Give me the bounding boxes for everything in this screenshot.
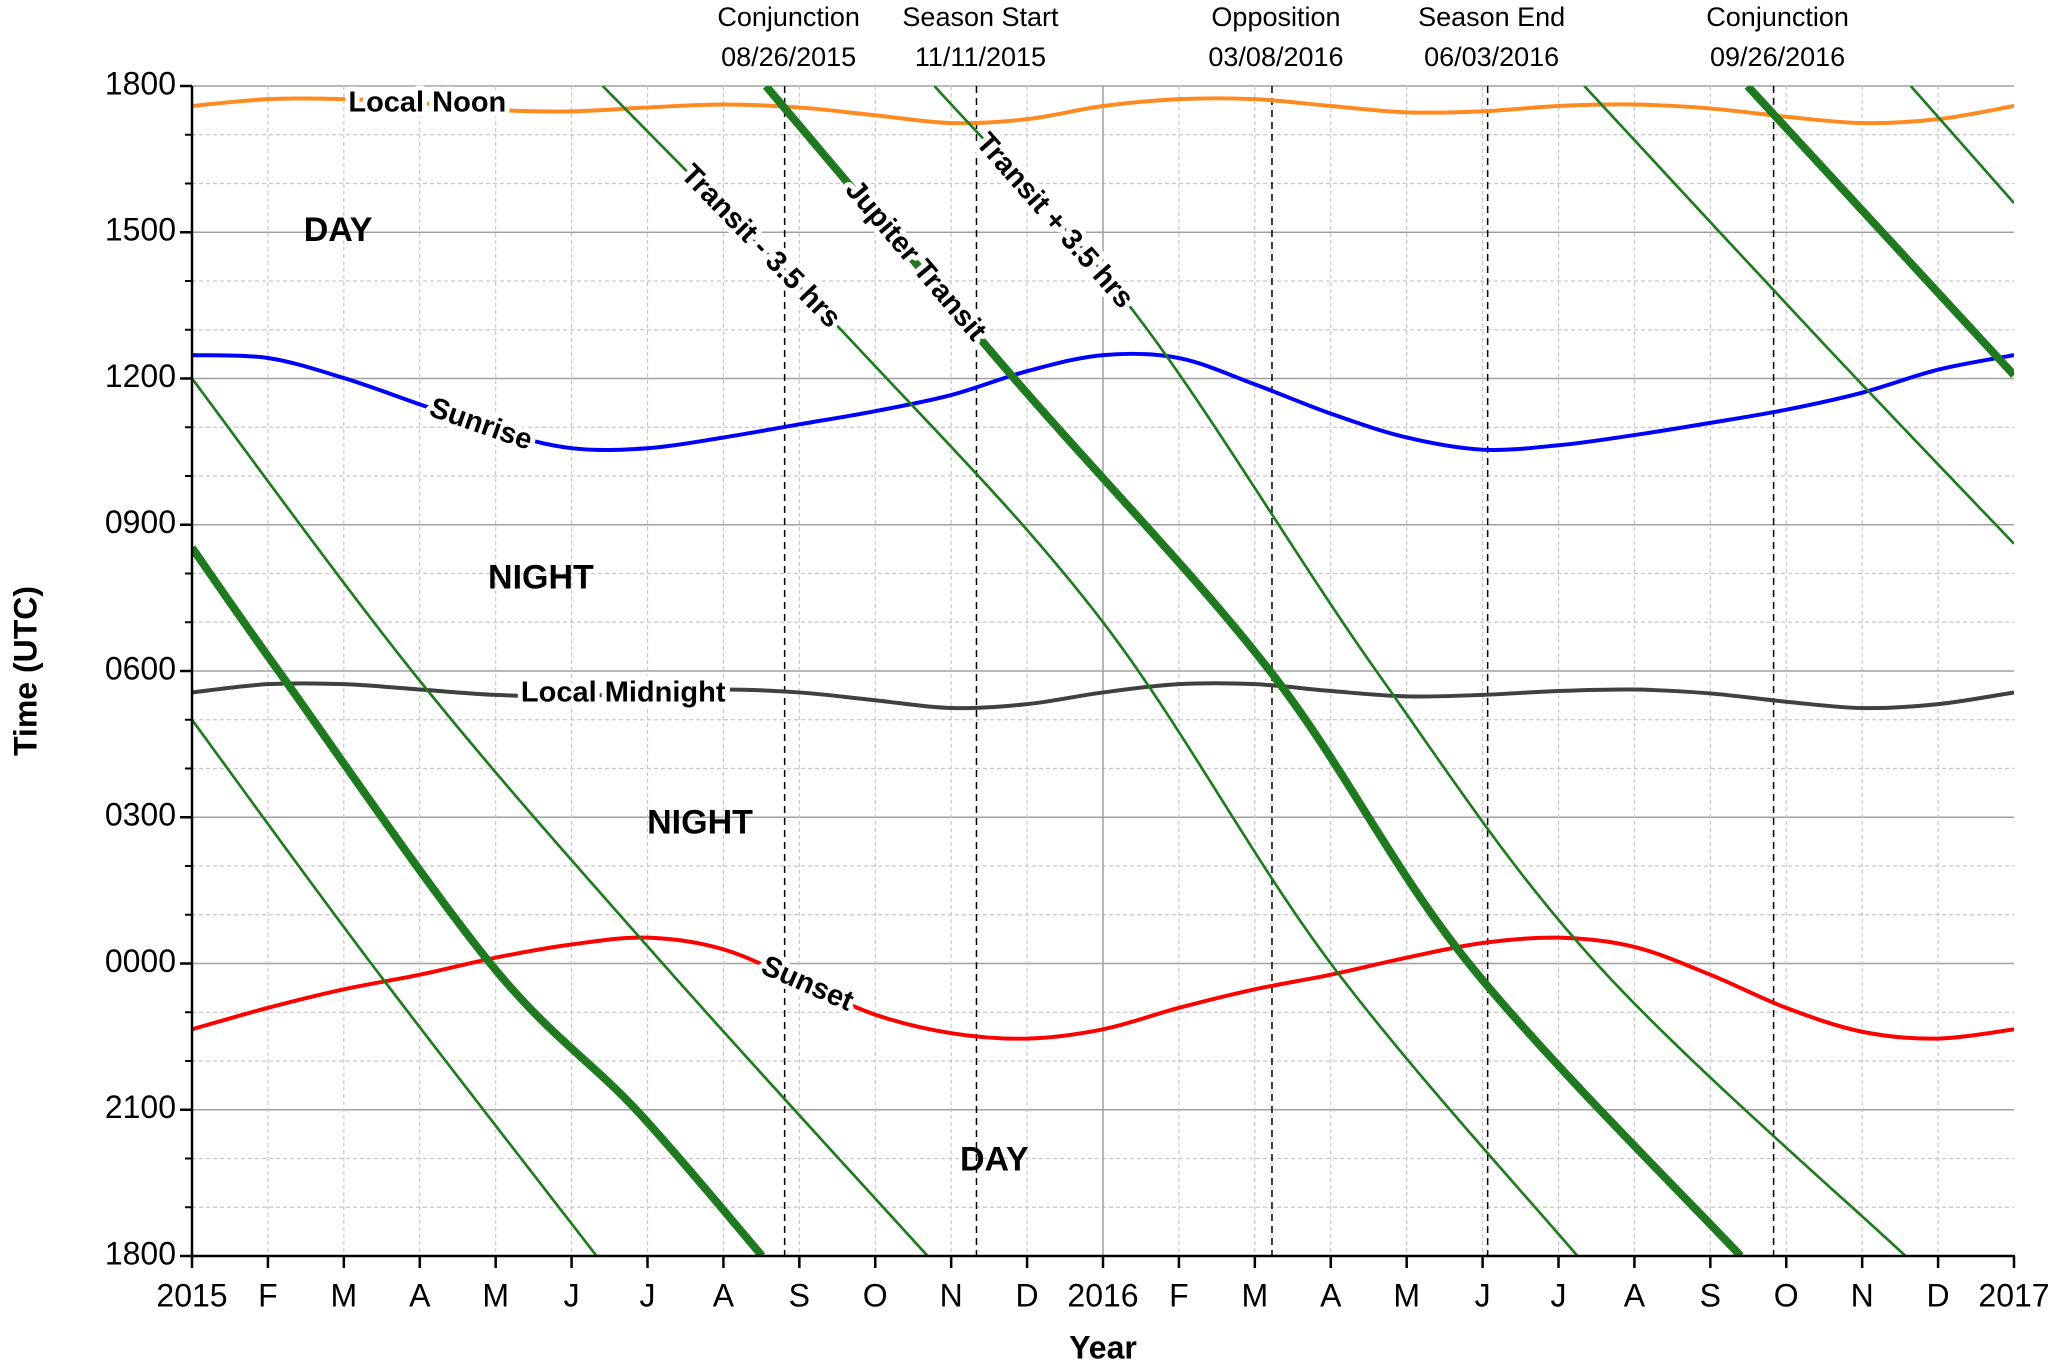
events: Conjunction 08/26/2015 Season Start 11/11/2…	[717, 2, 1849, 1256]
x-tick-label: M	[482, 1277, 509, 1313]
x-tick-label: M	[1242, 1277, 1269, 1313]
x-tick-label: A	[1624, 1277, 1646, 1313]
y-tick-label: 1200	[105, 358, 176, 394]
region-label: DAY	[960, 1140, 1029, 1178]
event-date: 03/08/2016	[1208, 42, 1343, 72]
y-tick-label: 0000	[105, 943, 176, 979]
series-line	[192, 86, 2014, 1256]
y-tick-label: 0900	[105, 504, 176, 540]
series-lines	[192, 86, 2014, 1256]
region-label: NIGHT	[488, 558, 594, 596]
event-date: 08/26/2015	[721, 42, 856, 72]
x-tick-label: F	[258, 1277, 278, 1313]
x-tick-label: N	[1851, 1277, 1874, 1313]
event-date: 09/26/2016	[1710, 42, 1845, 72]
x-tick-label: O	[863, 1277, 888, 1313]
event-label: Opposition	[1211, 2, 1340, 32]
grid	[192, 85, 2014, 1257]
x-tick-label: N	[940, 1277, 963, 1313]
event-label: Season Start	[902, 2, 1059, 32]
x-tick-label: D	[1927, 1277, 1950, 1313]
x-tick-label: S	[789, 1277, 810, 1313]
x-tick-label: A	[713, 1277, 735, 1313]
x-tick-label: J	[1551, 1277, 1567, 1313]
y-tick-label: 2100	[105, 1089, 176, 1125]
x-tick-label: M	[1393, 1277, 1420, 1313]
series-line	[192, 86, 2014, 1256]
event-date: 06/03/2016	[1424, 42, 1559, 72]
series-line	[192, 351, 2014, 452]
event-label: Conjunction	[717, 2, 860, 32]
labels: Local Noon Sunrise Local Midnight Sunset Tra…	[304, 81, 1145, 1178]
series-label: Transit + 3.5 hrs	[970, 127, 1140, 315]
x-tick-label: S	[1700, 1277, 1721, 1313]
series-line	[192, 681, 2014, 711]
x-tick-label: J	[1475, 1277, 1491, 1313]
series-label: Local Noon	[348, 86, 506, 118]
x-tick-label: 2016	[1067, 1277, 1138, 1313]
y-tick-label: 1800	[105, 65, 176, 101]
y-tick-label: 0300	[105, 797, 176, 833]
x-tick-label: D	[1016, 1277, 1039, 1313]
series-label: Sunset	[757, 950, 859, 1018]
y-axis-title: Time (UTC)	[7, 586, 43, 756]
x-tick-label: J	[564, 1277, 580, 1313]
x-tick-label: M	[331, 1277, 358, 1313]
y-tick-label: 0600	[105, 650, 176, 686]
y-tick-label: 1500	[105, 212, 176, 248]
event-label: Conjunction	[1706, 2, 1849, 32]
region-label: NIGHT	[647, 804, 753, 842]
event-date: 11/11/2015	[915, 42, 1046, 72]
series-label: Sunrise	[425, 392, 536, 457]
x-tick-label: A	[409, 1277, 431, 1313]
x-axis-title: Year	[1069, 1329, 1137, 1365]
series-line	[192, 86, 2014, 1256]
series-label: Transit - 3.5 hrs	[675, 158, 848, 334]
x-tick-label: A	[1320, 1277, 1342, 1313]
x-tick-label: 2017	[1978, 1277, 2049, 1313]
x-tick-label: J	[640, 1277, 656, 1313]
series-line	[192, 96, 2014, 126]
series-label: Jupiter Transit	[839, 174, 993, 347]
series-label: Local Midnight	[521, 676, 726, 708]
axes: 1800 1500 1200 0900 0600 0300 0000 2100 1800 2015…	[105, 65, 2050, 1313]
x-tick-label: F	[1169, 1277, 1189, 1313]
y-tick-label: 1800	[105, 1235, 176, 1271]
x-tick-label: 2015	[156, 1277, 227, 1313]
series-line	[192, 935, 2014, 1041]
x-tick-label: O	[1774, 1277, 1799, 1313]
region-label: DAY	[304, 211, 373, 249]
event-label: Season End	[1418, 2, 1565, 32]
